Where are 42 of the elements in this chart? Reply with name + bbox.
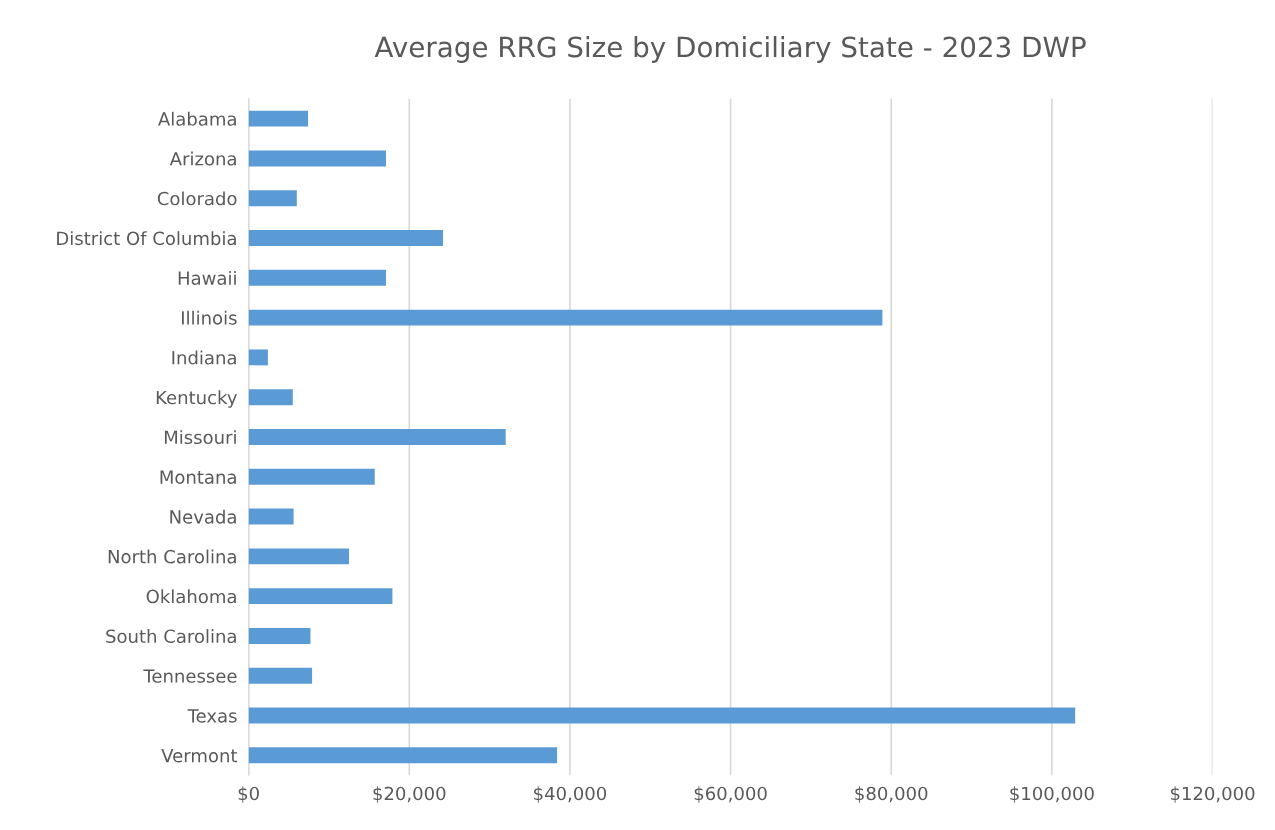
- y-tick-label: Texas: [187, 709, 237, 723]
- x-tick-label: $60,000: [694, 786, 767, 803]
- x-tick-label: $100,000: [1010, 786, 1094, 803]
- bar: [248, 747, 558, 764]
- bar: [248, 230, 444, 246]
- bar: [248, 707, 1076, 724]
- bar: [248, 269, 386, 286]
- bar: [248, 190, 297, 207]
- y-tick-label: District Of Columbia: [57, 231, 236, 246]
- bar: [248, 429, 506, 445]
- bar: [248, 150, 386, 167]
- y-tick-label: Tennessee: [143, 669, 237, 683]
- x-tick-label: $120,000: [1170, 786, 1255, 803]
- bar: [248, 508, 294, 525]
- bar: [248, 588, 393, 605]
- y-tick-label: Oklahoma: [146, 589, 236, 604]
- y-tick-label: Vermont: [161, 749, 238, 763]
- y-tick-label: South Carolina: [106, 629, 236, 644]
- bar: [248, 468, 375, 485]
- y-tick-label: Indiana: [172, 350, 236, 365]
- chart-title: Average RRG Size by Domiciliary State - 2023 DWP: [374, 36, 1086, 63]
- bar: [248, 110, 309, 127]
- y-tick-label: North Carolina: [108, 549, 236, 564]
- bar: [248, 349, 268, 366]
- bar: [248, 389, 293, 406]
- x-tick-label: $80,000: [855, 786, 928, 803]
- x-tick-label: $20,000: [373, 786, 446, 803]
- y-tick-label: Missouri: [164, 430, 236, 445]
- y-tick-label: Hawaii: [178, 270, 236, 285]
- bar: [248, 548, 350, 565]
- y-tick-label: Arizona: [169, 151, 236, 166]
- y-tick-label: Alabama: [158, 111, 236, 126]
- y-tick-label: Kentucky: [156, 390, 237, 408]
- bar: [248, 309, 883, 326]
- y-tick-label: Illinois: [182, 310, 237, 325]
- bar: [248, 627, 311, 644]
- x-tick-label: $40,000: [534, 786, 607, 803]
- y-tick-label: Colorado: [157, 191, 237, 206]
- bar: [248, 667, 313, 684]
- y-tick-label: Montana: [160, 470, 236, 484]
- y-tick-label: Nevada: [170, 509, 236, 524]
- x-tick-label: $0: [238, 786, 259, 803]
